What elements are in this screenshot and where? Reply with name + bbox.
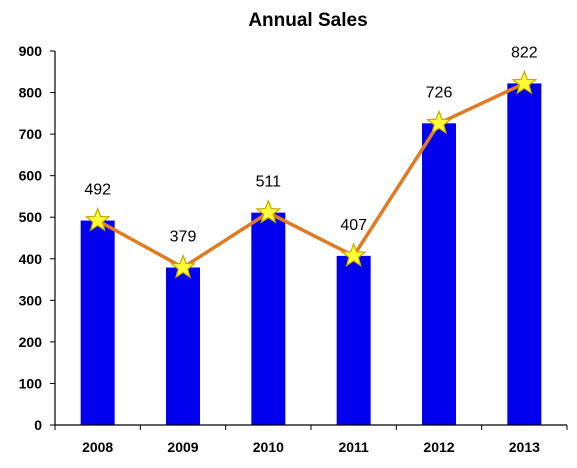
- data-label-2009: 379: [170, 229, 197, 246]
- y-tick-label-800: 800: [19, 85, 43, 101]
- star-marker-2008: [84, 206, 111, 232]
- bar-2013: [507, 83, 542, 425]
- x-tick-label-2011: 2011: [338, 439, 369, 455]
- data-label-2011: 407: [340, 217, 367, 234]
- y-tick-label-0: 0: [34, 417, 42, 433]
- x-tick-label-2010: 2010: [253, 439, 284, 455]
- y-tick-label-300: 300: [19, 292, 43, 308]
- x-tick-label-2009: 2009: [167, 439, 198, 455]
- y-tick-label-200: 200: [19, 334, 43, 350]
- data-label-2012: 726: [426, 84, 453, 101]
- bar-2008: [80, 220, 115, 425]
- bar-2009: [166, 267, 200, 425]
- y-tick-label-700: 700: [19, 126, 43, 142]
- star-marker-2011: [340, 242, 367, 267]
- x-tick-label-2008: 2008: [82, 439, 113, 455]
- bar-2011: [336, 255, 371, 425]
- bar-2012: [422, 123, 456, 425]
- series-line: [96, 81, 526, 270]
- data-label-2008: 492: [84, 182, 111, 199]
- star-marker-2009: [169, 253, 197, 279]
- star-marker-2010: [255, 198, 282, 224]
- x-tick-label-2012: 2012: [423, 439, 454, 455]
- bar-2010: [251, 212, 286, 425]
- star-marker-2012: [425, 109, 453, 135]
- y-tick-label-100: 100: [19, 375, 43, 391]
- y-tick-label-400: 400: [19, 251, 43, 267]
- y-tick-label-900: 900: [19, 43, 43, 59]
- y-tick-label-600: 600: [19, 168, 43, 184]
- x-tick-label-2013: 2013: [509, 439, 540, 455]
- chart-title: Annual Sales: [248, 10, 367, 31]
- y-tick-label-500: 500: [19, 209, 43, 225]
- data-label-2013: 822: [511, 44, 538, 61]
- data-label-2010: 511: [256, 174, 282, 191]
- star-marker-2013: [511, 69, 538, 95]
- plot-area: 0 100 200 300 400 500 600 700 800 900 2008 2009 2010…: [19, 43, 568, 455]
